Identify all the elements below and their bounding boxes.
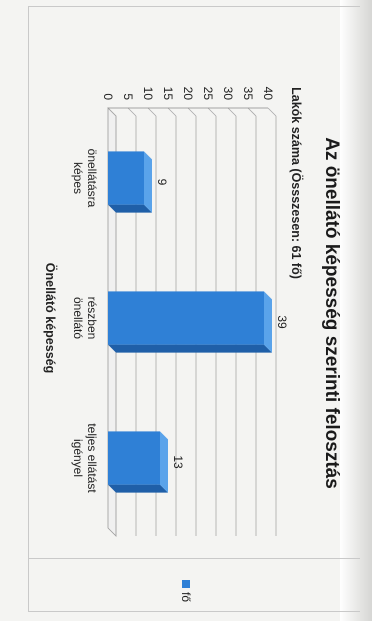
y-tick-label: 5: [121, 93, 135, 100]
x-tick-label: igényel: [71, 439, 85, 477]
bar-top: [264, 291, 272, 353]
gridline-depth: [247, 107, 257, 117]
y-tick-label: 0: [101, 93, 115, 100]
rotated-chart-container: 0 5 10 15 20 25 30 35 40 9 önellátásra képes 39 részb…: [40, 8, 360, 608]
bar-side: [108, 204, 152, 213]
legend: fő: [179, 580, 193, 602]
data-label: 9: [155, 179, 169, 186]
x-tick-label: önellátó: [71, 297, 85, 339]
bar-top: [160, 431, 168, 493]
chart-legend-separator: [28, 558, 360, 559]
gridline-depth: [267, 107, 277, 117]
bar: [108, 291, 264, 345]
gridline-depth: [187, 107, 197, 117]
data-label: 13: [171, 455, 185, 469]
y-tick-label: 15: [161, 87, 175, 101]
chart-title: Az önellátó képesség szerinti felosztás: [321, 137, 342, 489]
chart-frame-top: [28, 6, 360, 7]
bars: [108, 151, 272, 493]
chart-frame-bottom: [28, 611, 360, 612]
y-axis-title: Lakók száma (Össszesen: 61 fő): [289, 87, 304, 279]
y-tick-label: 25: [201, 87, 215, 101]
y-tick-label: 40: [261, 87, 275, 101]
gridline-depth: [167, 107, 177, 117]
x-tick-label: önellátásra: [85, 149, 99, 208]
x-tick-label: képes: [71, 162, 85, 194]
page-edge-shadow: [340, 0, 372, 621]
bar: [108, 431, 160, 485]
data-label: 39: [275, 315, 289, 329]
bar-side: [108, 344, 272, 353]
y-tick-label: 20: [181, 87, 195, 101]
legend-label: fő: [179, 592, 193, 602]
x-axis-title: Önellátó képesség: [43, 263, 58, 373]
chart-frame-left: [28, 6, 29, 612]
bar-top: [144, 151, 152, 213]
gridline-depth: [227, 107, 237, 117]
bar-side: [108, 484, 168, 493]
gridline-depth: [107, 107, 117, 117]
y-tick-label: 35: [241, 87, 255, 101]
x-tick-label: teljes ellátást: [85, 423, 99, 493]
gridline-depth: [207, 107, 217, 117]
gridline-depth: [127, 107, 137, 117]
x-tick-label: részben: [85, 297, 99, 340]
legend-swatch: [182, 580, 190, 588]
y-tick-label: 30: [221, 87, 235, 101]
gridline-depth: [147, 107, 157, 117]
bar: [108, 151, 144, 205]
y-tick-label: 10: [141, 87, 155, 101]
